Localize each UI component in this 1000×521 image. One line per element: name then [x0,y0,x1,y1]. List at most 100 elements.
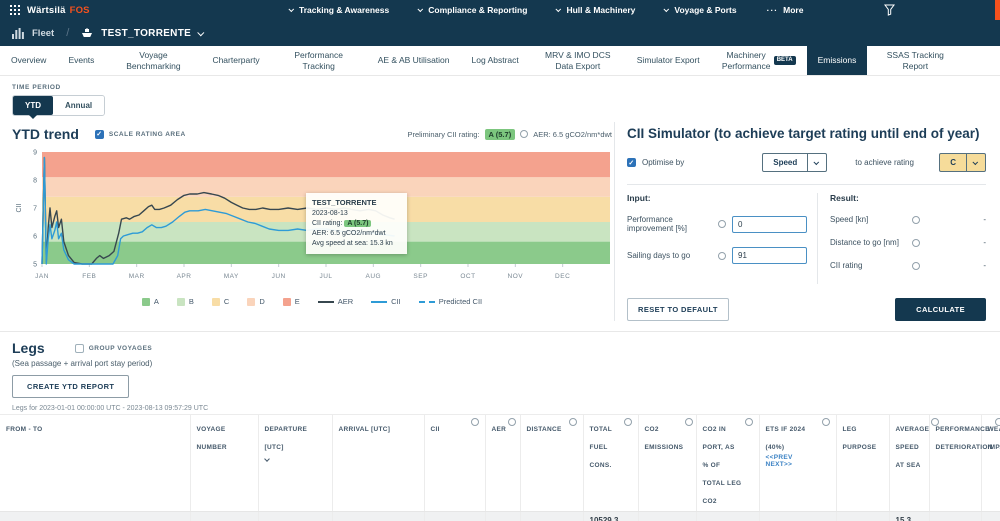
achieve-rating-label: to achieve rating [855,158,914,167]
svg-text:OCT: OCT [460,273,475,280]
filter-icon[interactable] [884,4,895,16]
column-header-departure[interactable]: DEPARTURE [UTC] [258,414,333,512]
vessel-selector[interactable]: TEST_TORRENTE [101,27,192,39]
cii-trend-chart[interactable]: 5 6 7 8 9 CII JAN FEB MAR APR MAY JUN JUL AUG SEP OCT NO… [12,148,612,293]
column-header-speed[interactable]: AVERAGE SPEED AT SEA [889,414,940,512]
time-period-option-ytd[interactable]: YTD [13,96,53,115]
tab-ae-ab-utilisation[interactable]: AE & AB Utilisation [367,46,461,75]
tab-machinery-performance[interactable]: Machinery Performance BETA [711,46,807,75]
performance-improvement-row: Performance improvement [%] [627,215,807,233]
svg-text:CII: CII [16,203,23,212]
all-legs-cell-departure [258,511,333,521]
checkbox-checked-icon[interactable]: ✓ [94,129,104,139]
ets-prev-next-link[interactable]: <<PREV NEXT>> [765,454,793,468]
checkbox-unchecked-icon[interactable] [74,343,84,353]
all-legs-row[interactable]: All Legs A (5.7)6.553613 nm 10529.3 mt 3294… [0,511,1000,521]
column-header-arrival[interactable]: ARRIVAL [UTC] [332,414,425,512]
column-header-weather[interactable]: WEATHER IMPACT [981,414,1000,512]
tooltip-aer: AER: 6.5 gCO2/nm*dwt [312,230,386,238]
fleet-breadcrumb[interactable]: Fleet [32,27,55,39]
legend-label: B [188,297,194,306]
rating-swatch [176,297,185,306]
tab-emissions[interactable]: Emissions [806,46,868,75]
tab-charterparty[interactable]: Charterparty [201,46,270,75]
tab-mrv-imo-dcs-data-export[interactable]: MRV & IMO DCS Data Export [530,46,626,75]
column-header-distance[interactable]: DISTANCE [520,414,584,512]
svg-text:JUN: JUN [272,273,286,280]
sort-descending-icon[interactable] [263,456,270,462]
result-speed-row: Speed [kn] - [830,215,986,224]
legend-label: AER [337,297,354,306]
checkbox-checked-icon[interactable]: ✓ [627,158,636,167]
scale-rating-area-checkbox[interactable]: ✓ SCALE RATING AREA [94,129,186,139]
info-icon[interactable] [718,251,726,260]
tab-log-abstract[interactable]: Log Abstract [461,46,530,75]
column-header-voyage[interactable]: VOYAGE NUMBER [190,414,259,512]
info-icon[interactable] [508,418,517,426]
tab-label: Charterparty [212,55,260,66]
legs-table: FROM - TO VOYAGE NUMBER DEPARTURE [UTC] ARR… [0,414,1000,521]
optimise-by-select[interactable]: Speed [762,153,828,172]
tab-performance-tracking[interactable]: Performance Tracking [271,46,367,75]
column-header-cii[interactable]: CII [424,414,486,512]
info-icon[interactable] [994,418,1000,426]
info-icon[interactable] [744,418,753,426]
time-period-option-annual[interactable]: Annual [53,96,105,115]
chevron-down-icon[interactable] [197,28,205,36]
all-legs-cell-voyage [190,511,259,521]
tab-events[interactable]: Events [57,46,105,75]
column-header-co2_port[interactable]: CO2 IN PORT, AS % OF TOTAL LEG CO2 [696,414,760,512]
tab-voyage-benchmarking[interactable]: Voyage Benchmarking [105,46,201,75]
column-header-perf[interactable]: PERFORMANCE DETERIORATION [929,414,1000,512]
create-ytd-report-button[interactable]: CREATE YTD REPORT [12,375,130,398]
column-label: WEATHER IMPACT [987,426,1000,451]
nav-item-compliance-reporting[interactable]: Compliance & Reporting [417,5,527,15]
info-icon[interactable] [520,130,529,138]
info-icon[interactable] [718,220,726,228]
calculate-button[interactable]: CALCULATE [895,298,986,321]
tab-simulator-export[interactable]: Simulator Export [626,46,711,75]
target-rating-select[interactable]: C [939,153,986,172]
sailing-days-input[interactable] [732,247,807,264]
feedback-strip[interactable] [995,0,1000,20]
legend-label: A [153,297,159,306]
legend-label: D [259,297,265,306]
column-header-co2[interactable]: CO2 EMISSIONS [638,414,697,512]
nav-item-voyage-ports[interactable]: Voyage & Ports [663,5,737,15]
performance-improvement-input[interactable] [732,215,807,233]
optimise-by-checkbox[interactable]: ✓ Optimise by [627,158,685,167]
info-icon[interactable] [912,215,920,224]
nav-menu: Tracking & Awareness Compliance & Reporti… [288,5,804,15]
info-icon[interactable] [623,418,632,426]
column-header-from_to[interactable]: FROM - TO [0,414,191,512]
column-label: FROM - TO [6,426,43,433]
tab-overview[interactable]: Overview [0,46,57,75]
reset-to-default-button[interactable]: RESET TO DEFAULT [627,298,729,321]
nav-item-tracking-awareness[interactable]: Tracking & Awareness [288,5,389,15]
info-icon[interactable] [912,238,920,247]
chevron-down-icon [663,6,670,13]
info-icon[interactable] [912,261,920,270]
legend-rating-e: E [282,297,300,306]
info-icon[interactable] [685,418,694,426]
nav-item-more[interactable]: ··· More [767,5,804,15]
group-voyages-checkbox[interactable]: GROUP VOYAGES [74,343,153,353]
column-header-fuel[interactable]: TOTAL FUEL CONS. [583,414,639,512]
column-header-aer[interactable]: AER [485,414,521,512]
column-header-ets[interactable]: ETS IF 2024 (40%) <<PREV NEXT>> [759,414,837,512]
column-label: DEPARTURE [UTC] [264,426,308,451]
info-icon[interactable] [470,418,479,426]
brand-logo[interactable]: Wärtsilä FOS [27,4,90,16]
tooltip-date: 2023-08-13 [312,209,348,217]
tab-ssas-tracking-report[interactable]: SSAS Tracking Report [867,46,963,75]
legend-rating-c: C [211,297,229,306]
cell-value: 10529.3 mt [589,516,619,521]
nav-item-hull-machinery[interactable]: Hull & Machinery [555,5,635,15]
column-header-purpose[interactable]: LEG PURPOSE [836,414,890,512]
tab-label: Voyage Benchmarking [126,49,181,71]
app-grid-icon[interactable] [10,5,20,15]
info-icon[interactable] [568,418,577,426]
info-icon[interactable] [821,418,830,426]
info-icon[interactable] [931,418,940,426]
svg-text:FEB: FEB [82,273,96,280]
